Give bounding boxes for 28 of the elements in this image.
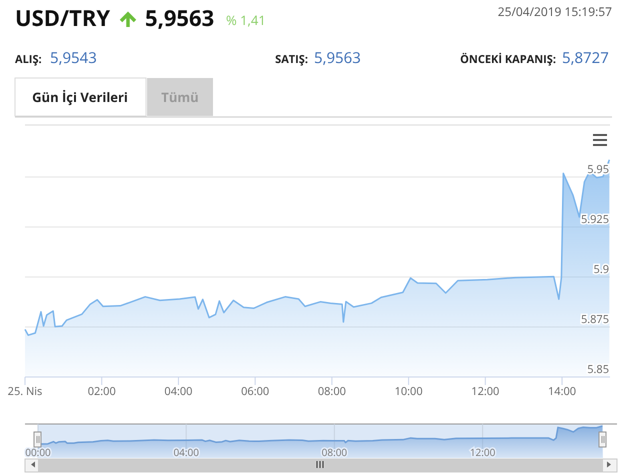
x-tick-label: 00:00 xyxy=(25,445,52,459)
x-tick-label: 10:00 xyxy=(394,384,423,399)
text: 5,9563 xyxy=(145,3,214,33)
y-tick-label: 5.9 xyxy=(594,262,609,277)
text: 5,8727 xyxy=(562,48,609,68)
x-tick-label: 08:00 xyxy=(322,445,348,459)
y-tick-label: 5.925 xyxy=(580,212,609,227)
x-tick-label: 04:00 xyxy=(173,445,200,459)
y-tick-label: 5.85 xyxy=(587,362,609,377)
x-tick-label: 12:00 xyxy=(470,445,496,459)
x-tick-label: 12:00 xyxy=(471,384,500,399)
text: Tümü xyxy=(161,88,199,106)
x-tick-label: 04:00 xyxy=(164,384,192,399)
chart-title: USD/TRY xyxy=(15,3,110,33)
text: 25/04/2019 15:19:57 xyxy=(498,3,612,20)
text: ÖNCEKİ KAPANIŞ: xyxy=(460,52,556,67)
x-tick-label: 02:00 xyxy=(88,384,116,399)
x-tick-label: 06:00 xyxy=(241,384,270,399)
x-tick-label: 25. Nis xyxy=(8,384,42,399)
text: SATIŞ: xyxy=(275,52,308,67)
text: Gün İçi Verileri xyxy=(32,88,128,106)
text: 5,9543 xyxy=(50,48,97,68)
text: 5,9563 xyxy=(314,48,361,68)
x-tick-label: 08:00 xyxy=(318,384,346,399)
text: % 1,41 xyxy=(226,11,266,29)
y-tick-label: 5.875 xyxy=(580,312,609,327)
x-tick-label: 14:00 xyxy=(548,384,576,399)
text: ALIŞ: xyxy=(15,52,42,67)
